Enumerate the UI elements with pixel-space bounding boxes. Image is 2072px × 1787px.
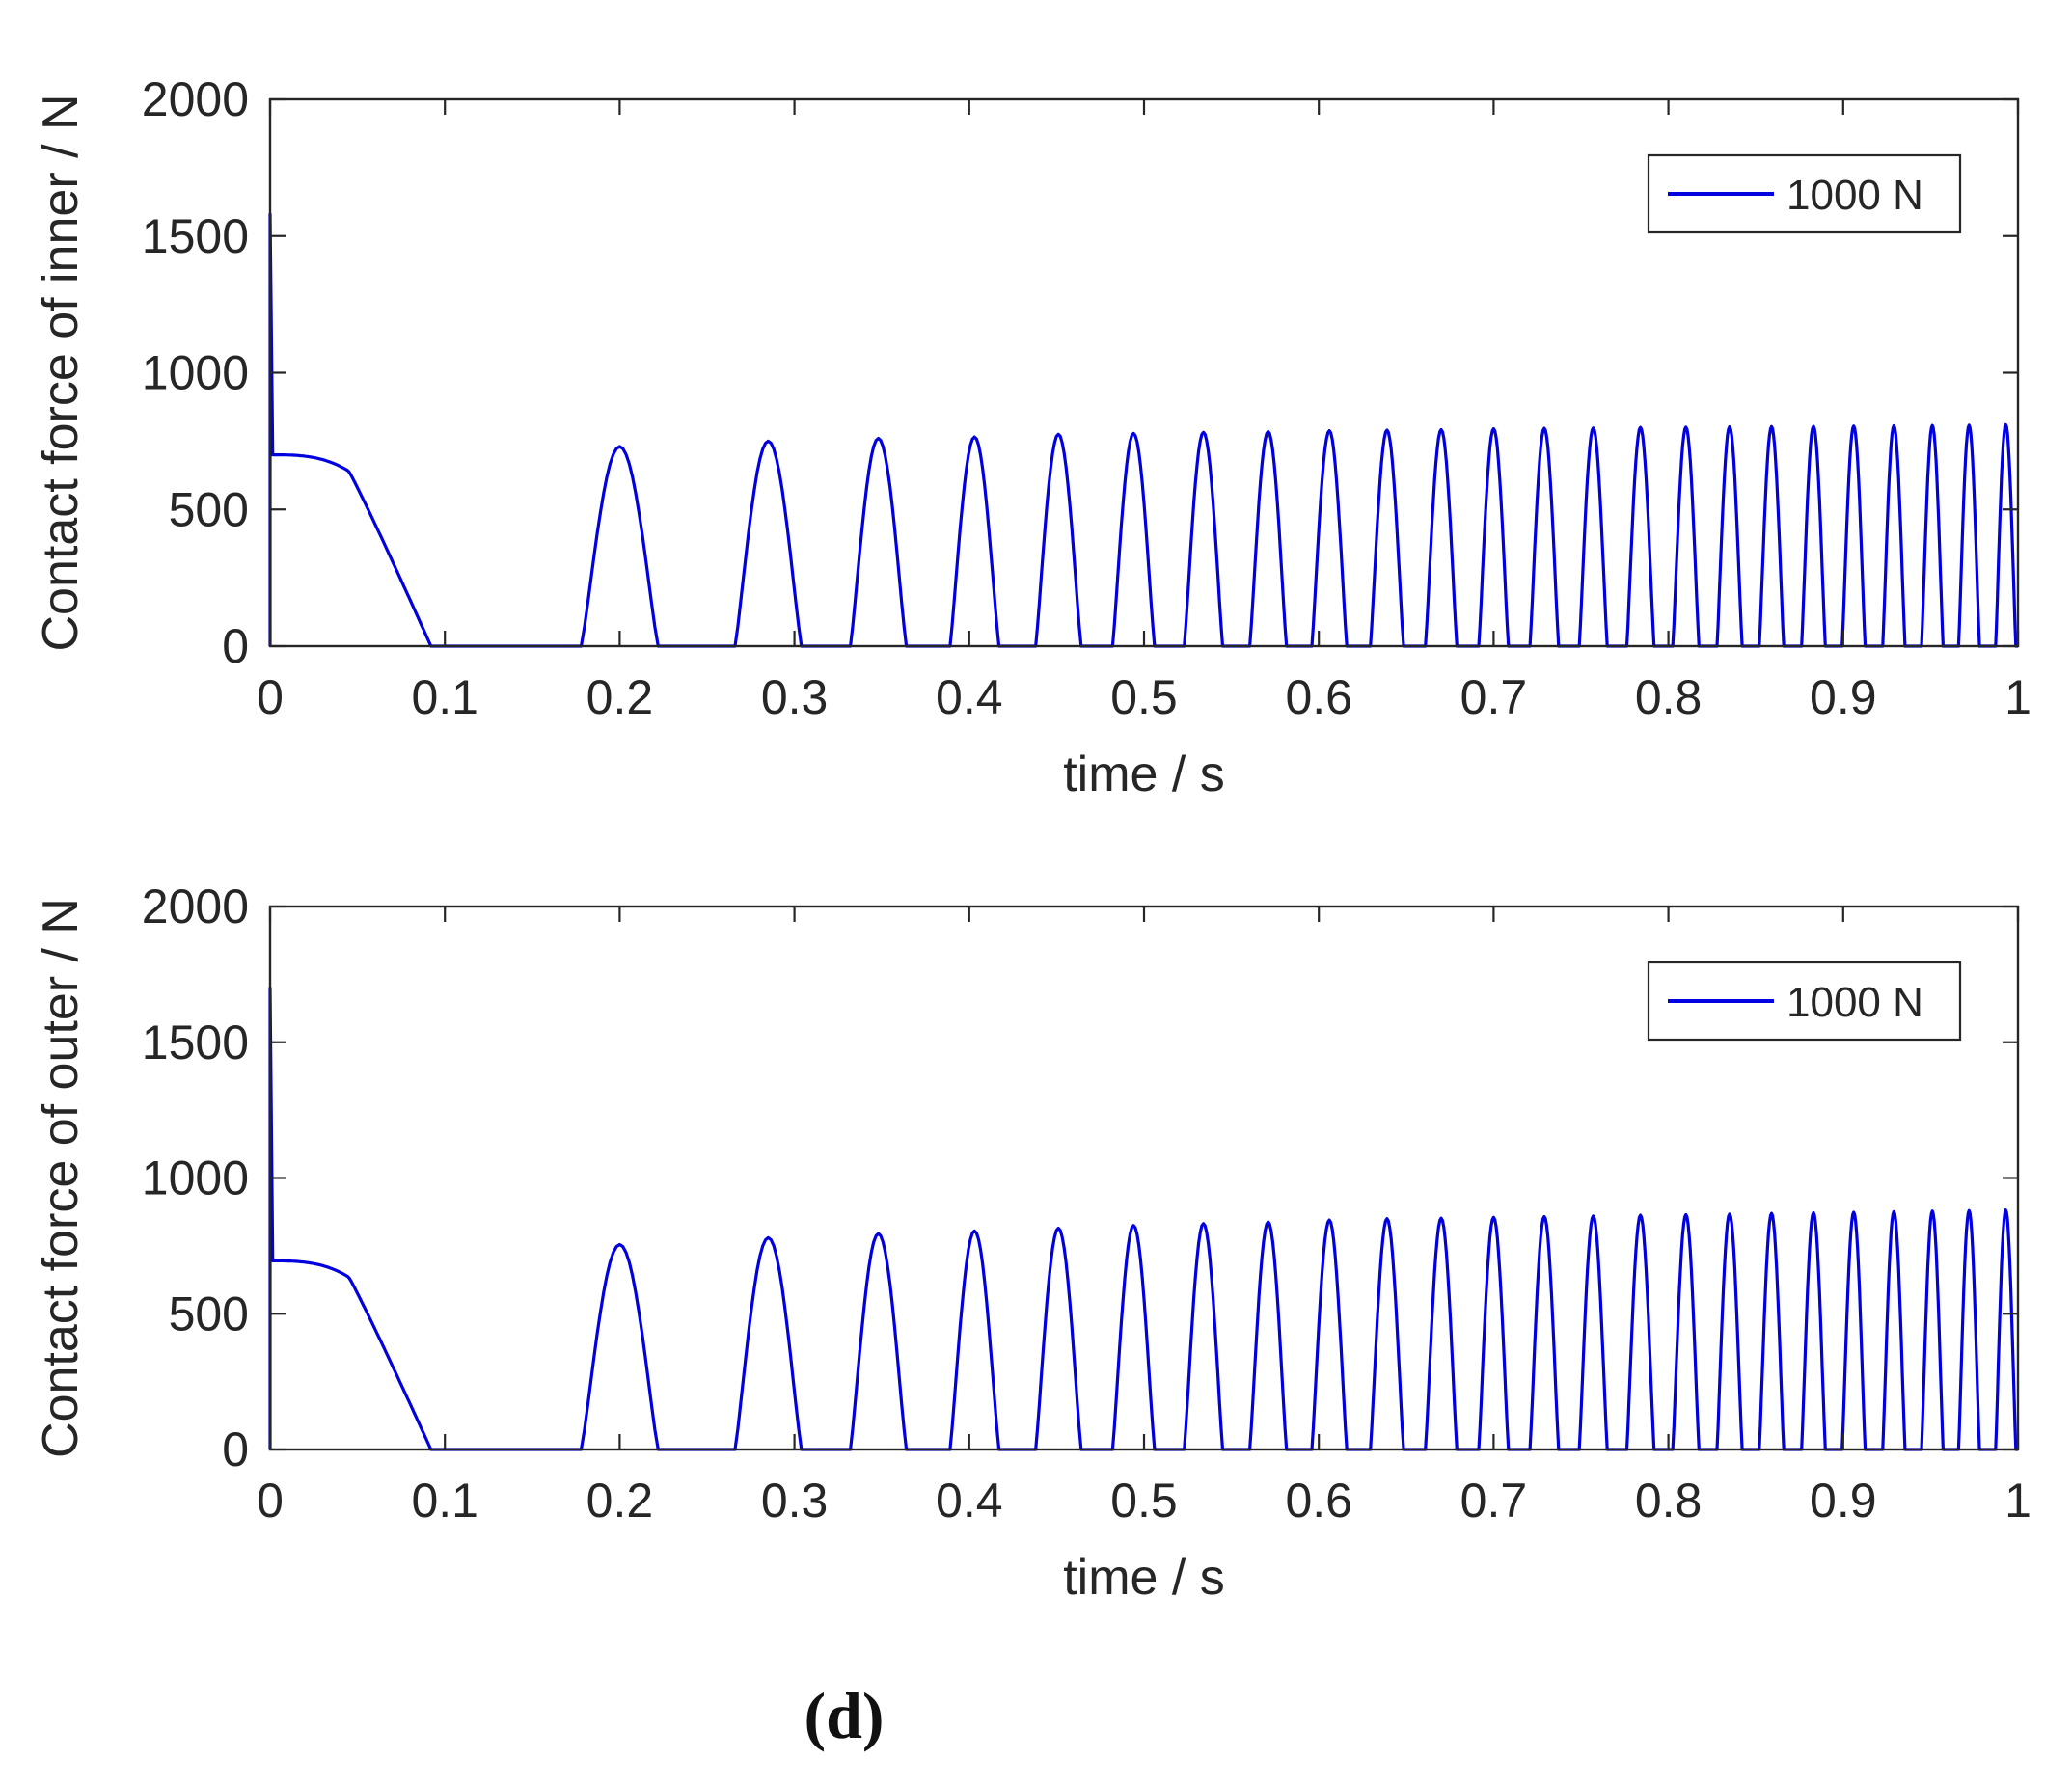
legend-label: 1000 N	[1786, 172, 1923, 219]
y-axis-label: Contact force of outer / N	[33, 898, 89, 1458]
y-tick-label: 1000	[142, 346, 249, 400]
y-tick-label: 500	[169, 482, 249, 536]
y-tick-label: 0	[222, 619, 249, 673]
figure-caption: (d)	[804, 1679, 885, 1752]
x-axis-label: time / s	[1063, 746, 1225, 802]
x-tick-label: 0.6	[1285, 1474, 1352, 1528]
y-tick-label: 1500	[142, 1015, 249, 1069]
y-tick-label: 1000	[142, 1151, 249, 1205]
x-tick-label: 0.6	[1285, 670, 1352, 724]
y-tick-label: 2000	[142, 880, 249, 934]
x-tick-label: 0.7	[1460, 1474, 1528, 1528]
legend: 1000 N	[1647, 153, 1962, 234]
y-tick-label: 1500	[142, 209, 249, 263]
x-tick-label: 0.1	[411, 1474, 478, 1528]
x-tick-label: 0.3	[761, 1474, 829, 1528]
x-tick-label: 0	[257, 1474, 284, 1528]
x-tick-label: 0.2	[586, 670, 654, 724]
legend: 1000 N	[1647, 961, 1962, 1042]
x-tick-label: 0.9	[1810, 670, 1877, 724]
x-tick-label: 0.4	[936, 1474, 1003, 1528]
chart-1: 0 0.1 0.2 0.3 0.4 0.5 0.6 0.7 0.8 0.9 1 0 500 1000 150…	[33, 72, 2031, 802]
x-axis-label: time / s	[1063, 1550, 1225, 1606]
series-line	[268, 212, 2018, 648]
x-tick-label: 0.9	[1810, 1474, 1877, 1528]
x-tick-label: 1	[2004, 1474, 2031, 1528]
series-line	[268, 986, 2018, 1451]
y-tick-label: 0	[222, 1422, 249, 1476]
x-tick-label: 0.2	[586, 1474, 654, 1528]
legend-label: 1000 N	[1786, 979, 1923, 1026]
y-tick-label: 2000	[142, 72, 249, 126]
x-tick-label: 0.1	[411, 670, 478, 724]
x-tick-label: 0.5	[1110, 1474, 1178, 1528]
y-tick-label: 500	[169, 1286, 249, 1340]
x-tick-label: 0.5	[1110, 670, 1178, 724]
x-tick-label: 0	[257, 670, 284, 724]
x-tick-label: 0.4	[936, 670, 1003, 724]
x-tick-label: 0.3	[761, 670, 829, 724]
x-tick-label: 0.8	[1635, 670, 1703, 724]
chart-2: 0 0.1 0.2 0.3 0.4 0.5 0.6 0.7 0.8 0.9 1 0 500 1000 150…	[33, 880, 2031, 1606]
y-axis-label: Contact force of inner / N	[33, 94, 89, 651]
x-tick-label: 0.8	[1635, 1474, 1703, 1528]
x-tick-label: 0.7	[1460, 670, 1528, 724]
x-tick-label: 1	[2004, 670, 2031, 724]
legend-box	[1647, 961, 1962, 1042]
